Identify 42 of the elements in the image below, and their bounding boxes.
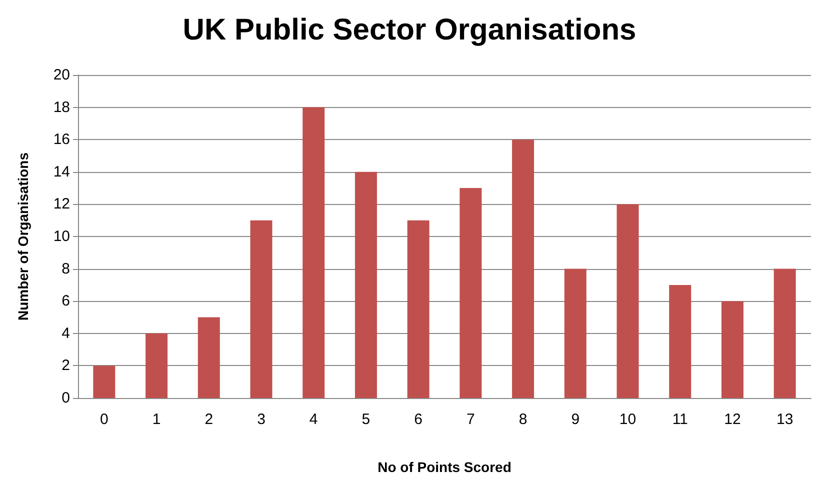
y-tick-label: 4 [62,324,70,342]
bar [721,301,744,398]
bar [250,220,272,398]
y-tick-label: 10 [53,228,70,245]
y-tick-label: 18 [53,98,70,116]
bar [146,333,168,398]
bar [354,172,377,398]
y-tick-label: 20 [53,66,70,84]
x-tick-label: 13 [776,411,794,428]
bar [302,107,325,398]
x-tick-label: 11 [672,411,688,428]
x-tick-label: 10 [619,411,636,428]
x-axis-title: No of Points Scored [378,459,512,475]
bar [512,140,534,398]
x-tick-label: 8 [518,411,528,428]
x-tick-label: 5 [362,411,370,428]
y-tick-label: 8 [62,260,70,278]
y-tick-label: 16 [53,131,70,148]
x-tick-label: 2 [204,411,214,428]
chart-title: UK Public Sector Organisations [182,14,636,46]
x-tick-label: 9 [571,411,580,428]
x-tick-label: 7 [466,411,475,428]
x-tick-label: 0 [100,411,108,428]
y-tick-label: 12 [53,196,70,213]
bar [460,188,482,398]
y-tick-label: 14 [53,163,70,180]
y-axis-title: Number of Organisations [15,152,31,321]
x-tick-label: 4 [309,411,318,428]
bar [93,366,116,398]
bar [198,317,220,398]
bar [407,220,430,398]
bar [774,268,796,398]
x-tick-label: 1 [152,411,161,428]
y-tick-label: 0 [62,390,70,406]
bar [564,268,586,398]
y-tick-label: 2 [62,357,70,374]
x-tick-label: 3 [257,411,266,428]
bar [616,204,639,398]
y-tick-label: 6 [62,292,70,310]
x-tick-label: 6 [414,411,422,428]
x-tick-label: 12 [724,411,741,428]
bar [669,284,692,398]
